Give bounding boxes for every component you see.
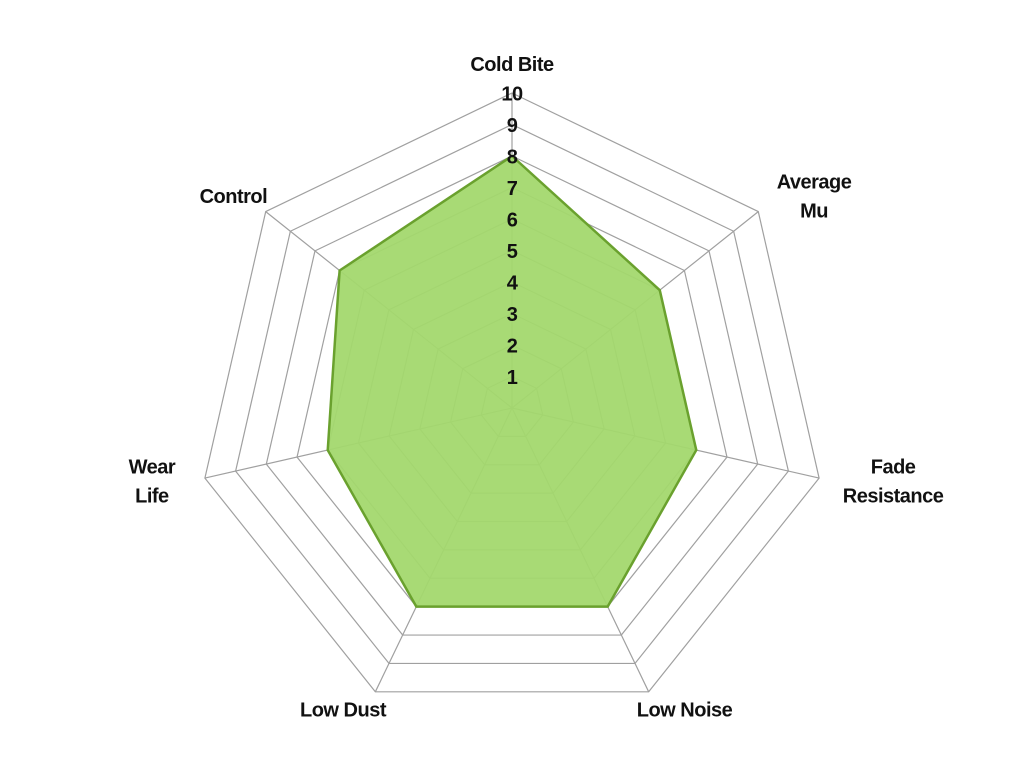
tick-label: 1: [507, 367, 518, 389]
grid-ring: [265, 155, 759, 636]
tick-label: 9: [507, 115, 518, 137]
grid-ring: [204, 92, 820, 693]
axis-label: Cold Bite: [470, 54, 554, 76]
axis-label-line: Low Noise: [637, 700, 733, 722]
axis-label: Average Mu: [777, 172, 852, 223]
axis-label: Low Noise: [637, 700, 733, 722]
axis-label-line: Fade: [871, 457, 916, 479]
axis-label: Low Dust: [300, 700, 387, 722]
axis-label: Wear Life: [129, 457, 176, 508]
axis-label-line: Control: [200, 186, 268, 208]
tick-label: 2: [507, 335, 518, 357]
axis-label-line: Wear: [129, 457, 176, 479]
axis-label-line: Average: [777, 172, 852, 194]
axis-label-line: Low Dust: [300, 700, 387, 722]
axis-label: Control: [200, 186, 268, 208]
tick-label: 8: [507, 146, 518, 168]
axis-label-line: Life: [135, 486, 169, 508]
axis-label-line: Mu: [800, 201, 828, 223]
tick-label: 3: [507, 304, 518, 326]
axis-label-line: Resistance: [843, 486, 944, 508]
tick-label: 6: [507, 209, 518, 231]
grid-ring: [234, 123, 790, 665]
tick-label: 10: [501, 83, 523, 105]
axis-label-line: Cold Bite: [470, 54, 554, 76]
axis-label: Fade Resistance: [843, 457, 944, 508]
tick-label: 7: [507, 178, 518, 200]
tick-label: 4: [507, 272, 519, 294]
tick-label: 5: [507, 241, 518, 263]
data-area: [326, 154, 698, 608]
